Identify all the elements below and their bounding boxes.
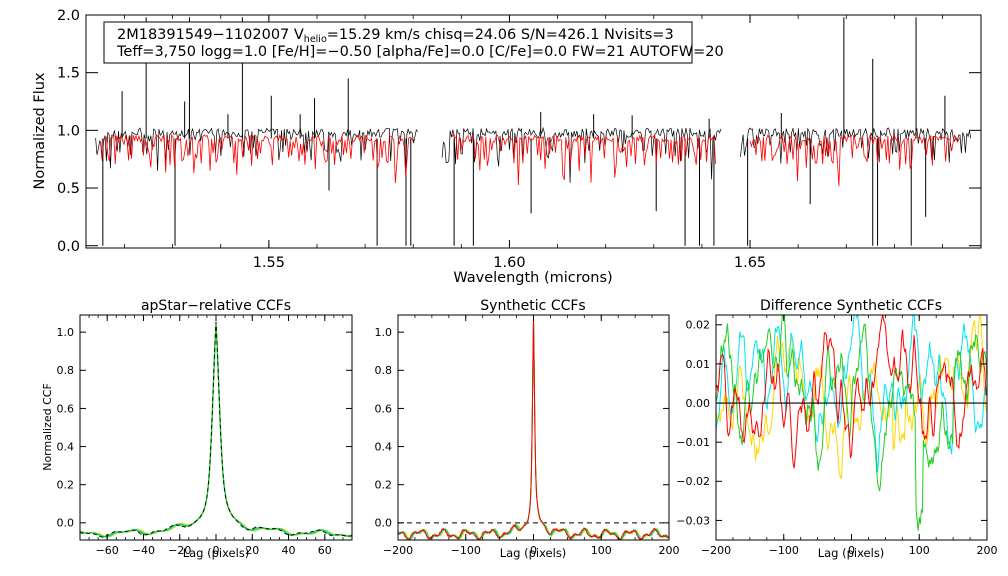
apstar-ccf-y-tick-label: 0.6 bbox=[57, 402, 75, 415]
annotation-line-1: 2M18391549−1102007 Vhelio=15.29 km/s chi… bbox=[117, 27, 674, 45]
apstar-ccf-x-tick-label: 0 bbox=[213, 544, 220, 557]
difference-ccf-y-tick-label: −0.02 bbox=[676, 475, 710, 488]
apstar-ccf-lines bbox=[80, 321, 352, 538]
spectrum-annotation-box: 2M18391549−1102007 Vhelio=15.29 km/s chi… bbox=[103, 21, 724, 64]
synthetic-ccf-x-tick-label: 100 bbox=[591, 544, 612, 557]
difference-ccf-y-tick-label: 0.00 bbox=[686, 397, 711, 410]
difference-ccf-y-tick-label: 0.02 bbox=[686, 319, 711, 332]
difference-ccf-series-line bbox=[716, 315, 987, 469]
difference-ccf-x-tick-label: 100 bbox=[909, 544, 930, 557]
difference-ccf-y-tick-label: −0.03 bbox=[676, 514, 710, 527]
spectrum-model-line bbox=[749, 133, 961, 187]
spectrum-y-tick-label: 1.5 bbox=[57, 66, 80, 82]
spectrum-x-tick-label: 1.55 bbox=[253, 255, 285, 271]
apstar-ccf-x-axis-label: Lag (pixels) bbox=[183, 546, 250, 560]
synthetic-ccf-y-tick-label: 0.6 bbox=[375, 402, 393, 415]
synthetic-ccf-title: Synthetic CCFs bbox=[480, 298, 585, 314]
apstar-ccf-panel: −60 −40 −20 0 20 40 60 0.0 0.2 0.4 0.6 0.8 1.0 apSta… bbox=[41, 298, 353, 560]
difference-ccf-series-layer bbox=[716, 315, 987, 531]
annotation-line-1-suffix: =15.29 km/s chisq=24.06 S/N=426.1 Nvisit… bbox=[327, 27, 674, 43]
apstar-ccf-ticks: −60 −40 −20 0 20 40 60 0.0 0.2 0.4 0.6 0.8 1.0 bbox=[57, 315, 353, 557]
difference-ccf-series-line bbox=[716, 315, 987, 531]
annotation-vhelio-subscript: helio bbox=[304, 34, 327, 45]
spectrum-y-axis-label: Normalized Flux bbox=[32, 72, 48, 189]
annotation-frame bbox=[103, 21, 693, 64]
apstar-ccf-x-tick-label: 60 bbox=[318, 544, 332, 557]
difference-ccf-x-tick-label: −100 bbox=[769, 544, 799, 557]
synthetic-ccf-y-tick-label: 0.4 bbox=[375, 440, 393, 453]
spectrum-model-line bbox=[100, 133, 414, 184]
apstar-ccf-series-line bbox=[80, 321, 352, 538]
spectrum-plot-frame bbox=[85, 14, 982, 249]
apstar-ccf-y-axis-label: Normalized CCF bbox=[41, 383, 54, 471]
annotation-line-1-prefix: 2M18391549−1102007 V bbox=[117, 27, 304, 43]
spectrum-ticks: 1.55 1.60 1.65 0.0 0.5 1.0 1.5 2.0 bbox=[57, 8, 981, 271]
spectrum-y-tick-label: 0.5 bbox=[57, 181, 80, 197]
spectrum-observed-line bbox=[740, 127, 972, 164]
synthetic-ccf-ticks: −200 −100 0 100 200 0.0 0.2 0.4 0.6 0.8 1.0 bbox=[375, 315, 680, 557]
spectrum-observed-line bbox=[441, 126, 722, 183]
synthetic-ccf-panel: −200 −100 0 100 200 0.0 0.2 0.4 0.6 0.8 1.0 Synthe… bbox=[375, 298, 680, 560]
synthetic-ccf-x-tick-label: 0 bbox=[530, 544, 537, 557]
annotation-line-2: Teff=3,750 logg=1.0 [Fe/H]=−0.50 [alpha/… bbox=[116, 44, 724, 60]
synthetic-ccf-x-tick-label: −100 bbox=[451, 544, 481, 557]
difference-ccf-title: Difference Synthetic CCFs bbox=[760, 298, 942, 314]
apstar-ccf-x-tick-label: −60 bbox=[96, 544, 119, 557]
synthetic-ccf-y-tick-label: 0.0 bbox=[375, 517, 393, 530]
difference-ccf-y-tick-label: 0.01 bbox=[686, 358, 711, 371]
synthetic-ccf-y-tick-label: 0.2 bbox=[375, 479, 393, 492]
apstar-ccf-series-layer bbox=[80, 321, 352, 538]
difference-ccf-lines bbox=[716, 315, 987, 531]
spectrum-series-layer bbox=[95, 17, 972, 246]
difference-ccf-x-tick-label: 0 bbox=[848, 544, 855, 557]
apstar-ccf-x-tick-label: −40 bbox=[132, 544, 155, 557]
apstar-ccf-x-tick-label: −20 bbox=[168, 544, 191, 557]
spectrum-x-axis-label: Wavelength (microns) bbox=[453, 270, 612, 286]
difference-ccf-panel: −200 −100 0 100 200 −0.03 −0.02 −0.01 0.00 0.01 0.… bbox=[676, 298, 997, 560]
spectrum-model-group bbox=[100, 133, 961, 187]
synthetic-ccf-x-tick-label: −200 bbox=[383, 544, 413, 557]
spectrum-y-tick-label: 1.0 bbox=[57, 123, 80, 139]
spectrum-observed-group bbox=[95, 17, 972, 246]
synthetic-ccf-x-axis-label: Lag (pixels) bbox=[500, 546, 567, 560]
apstar-ccf-x-tick-label: 40 bbox=[282, 544, 296, 557]
difference-ccf-x-tick-label: 200 bbox=[977, 544, 998, 557]
apstar-ccf-y-tick-label: 0.0 bbox=[57, 517, 75, 530]
synthetic-ccf-x-tick-label: 200 bbox=[659, 544, 680, 557]
spectrum-x-tick-label: 1.65 bbox=[734, 255, 766, 271]
apstar-ccf-y-tick-label: 0.2 bbox=[57, 479, 75, 492]
difference-ccf-x-tick-label: −200 bbox=[701, 544, 731, 557]
spectrum-x-tick-label: 1.60 bbox=[493, 255, 525, 271]
spectrum-model-line bbox=[451, 133, 716, 185]
apstar-ccf-title: apStar−relative CCFs bbox=[141, 298, 291, 314]
spectrum-y-tick-label: 2.0 bbox=[57, 8, 80, 24]
difference-ccf-y-tick-label: −0.01 bbox=[676, 436, 710, 449]
difference-ccf-ticks: −200 −100 0 100 200 −0.03 −0.02 −0.01 0.00 0.01 0.… bbox=[676, 315, 998, 557]
spectrum-y-tick-label: 0.0 bbox=[57, 239, 80, 255]
spectrum-panel: 1.55 1.60 1.65 0.0 0.5 1.0 1.5 2.0 2M18391549−1… bbox=[32, 8, 982, 286]
synthetic-ccf-y-tick-label: 0.8 bbox=[375, 364, 393, 377]
apstar-ccf-x-tick-label: 20 bbox=[245, 544, 259, 557]
apstar-ccf-y-tick-label: 1.0 bbox=[57, 326, 75, 339]
apstar-ccf-y-tick-label: 0.8 bbox=[57, 364, 75, 377]
difference-ccf-x-axis-label: Lag (pixels) bbox=[818, 546, 885, 560]
apstar-ccf-y-tick-label: 0.4 bbox=[57, 440, 75, 453]
synthetic-ccf-y-tick-label: 1.0 bbox=[375, 326, 393, 339]
